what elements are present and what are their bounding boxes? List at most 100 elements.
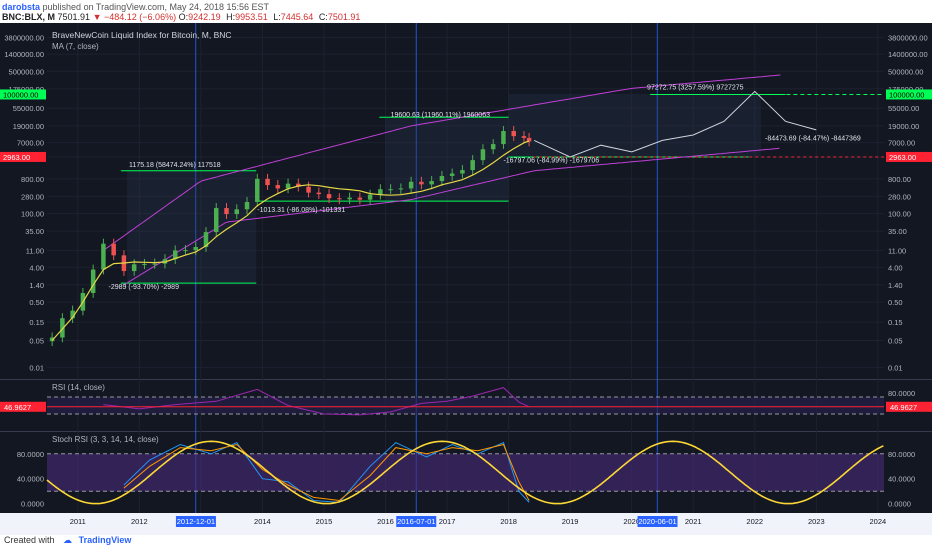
symbol-header: BNC:BLX, M 7501.91 ▼ −484.12 (−6.06%) O:… xyxy=(2,12,363,22)
price-change: −484.12 (−6.06%) xyxy=(104,12,177,22)
rsi-value-label: 46.9627 xyxy=(890,403,917,412)
time-tick-label: 2023 xyxy=(808,517,825,526)
price-tick-label-right: 4.00 xyxy=(888,263,903,272)
price-tick-label-left: 7000.00 xyxy=(17,139,44,148)
rsi-title: RSI (14, close) xyxy=(52,383,105,392)
time-tick-label: 2017 xyxy=(439,517,456,526)
candle-body xyxy=(337,198,342,200)
stoch-tick-label-left: 0.0000 xyxy=(21,500,44,509)
measure-box xyxy=(385,118,509,202)
candle-body xyxy=(142,263,147,265)
price-tick-label-left: 0.50 xyxy=(29,298,44,307)
date-marker-badge xyxy=(637,516,678,527)
price-badge xyxy=(886,151,932,162)
rsi-band-fill xyxy=(47,397,884,414)
candle-body xyxy=(234,209,240,215)
time-tick-label: 2012-12-01 xyxy=(177,517,215,526)
measure-label: -1013.31 (-86.08%) -101331 xyxy=(257,207,345,214)
candle-body xyxy=(511,131,516,137)
projection-line xyxy=(533,90,817,158)
price-tick-label-left: 175000.00 xyxy=(9,85,44,94)
measure-label: 97272.75 (3257.59%) 9727275 xyxy=(647,84,744,91)
price-tick-label-right: 0.01 xyxy=(888,363,903,372)
high-key: H: xyxy=(226,12,236,22)
candle-body xyxy=(244,201,250,210)
candle-body xyxy=(408,181,414,189)
price-tick-label-right: 1400000.00 xyxy=(888,50,928,59)
candle-body xyxy=(490,144,496,150)
candle-body xyxy=(70,310,75,319)
candle-body xyxy=(398,188,404,190)
price-tick-label-right: 280.00 xyxy=(888,192,911,201)
candle-body xyxy=(224,208,229,215)
high-value: 9953.51 xyxy=(235,12,268,22)
measure-label: 19600.63 (11960.11%) 1960063 xyxy=(391,112,490,119)
price-tick-label-left: 280.00 xyxy=(21,192,44,201)
candle-body xyxy=(285,183,291,189)
price-badge xyxy=(886,89,932,100)
candle-body xyxy=(480,149,486,161)
ma-indicator-label: MA (7, close) xyxy=(52,42,99,51)
ma-line xyxy=(51,140,530,341)
price-tick-label-right: 0.05 xyxy=(888,337,903,346)
chart-canvas[interactable]: 3800000.00 3800000.00 1400000.00 1400000.00… xyxy=(0,23,932,535)
price-tick-label-right: 0.15 xyxy=(888,318,903,327)
price-tick-label-left: 4.00 xyxy=(29,263,44,272)
channel-upper-line xyxy=(103,74,781,251)
candle-body xyxy=(347,197,352,200)
tradingview-logo[interactable]: TradingView xyxy=(78,535,132,545)
time-tick-label: 2016-07-01 xyxy=(397,517,435,526)
candle-body xyxy=(152,263,157,265)
price-tick-label-right: 19000.00 xyxy=(888,122,919,131)
price-tick-label-left: 0.01 xyxy=(29,363,44,372)
price-tick-label-left: 55000.00 xyxy=(13,104,44,113)
symbol-label: BNC:BLX, M xyxy=(2,12,55,22)
time-tick-label: 2016 xyxy=(377,517,394,526)
measure-label: 1175.18 (58474.24%) 117518 xyxy=(129,162,221,169)
time-tick-label: 2019 xyxy=(562,517,579,526)
candle-body xyxy=(101,243,106,270)
close-value: 7501.91 xyxy=(327,12,361,22)
candle-body xyxy=(265,178,270,186)
created-with-text: Created with xyxy=(4,535,55,545)
stoch-line xyxy=(123,443,530,502)
candle-body xyxy=(521,136,527,138)
candle-body xyxy=(49,337,55,342)
candle-body xyxy=(316,192,322,195)
candle-body xyxy=(306,186,311,193)
time-tick-label: 2020-06-01 xyxy=(638,517,676,526)
candle-body xyxy=(470,160,475,171)
candle-body xyxy=(460,170,465,174)
open-key: O: xyxy=(178,12,189,22)
measure-label: -2989 (-93.70%) -2989 xyxy=(109,284,180,291)
candle-body xyxy=(131,264,137,272)
measure-box xyxy=(127,170,257,284)
close-key: C: xyxy=(318,12,328,22)
time-tick-label: 2024 xyxy=(870,517,887,526)
candle-body xyxy=(275,185,281,189)
date-marker-badge xyxy=(175,516,216,527)
publish-info: published on TradingView.com, May 24, 20… xyxy=(42,2,270,12)
last-price: 7501.91 xyxy=(57,12,91,22)
price-tick-label-right: 500000.00 xyxy=(888,67,923,76)
candle-body xyxy=(526,137,532,142)
rsi-tick-label: 80.0000 xyxy=(888,389,915,398)
price-tick-label-left: 800.00 xyxy=(21,175,44,184)
price-badge-label: 2963.00 xyxy=(3,153,30,162)
author-link[interactable]: darobsta xyxy=(2,2,41,12)
price-tick-label-left: 35.00 xyxy=(25,227,44,236)
price-tick-label-left: 0.15 xyxy=(29,318,44,327)
rsi-line xyxy=(103,387,530,416)
candle-body xyxy=(111,243,116,256)
measure-label: -84473.69 (-84.47%) -8447369 xyxy=(765,135,861,142)
stoch-tick-label-left: 40.0000 xyxy=(17,475,44,484)
price-tick-label-left: 19000.00 xyxy=(13,122,44,131)
stoch-tick-label-left: 80.0000 xyxy=(17,450,44,459)
rsi-value-label: 46.9627 xyxy=(4,403,31,412)
low-key: L: xyxy=(273,12,281,22)
price-tick-label-left: 3800000.00 xyxy=(4,33,44,42)
candle-body xyxy=(60,318,65,338)
price-tick-label-right: 800.00 xyxy=(888,175,911,184)
candle-body xyxy=(378,189,383,195)
publish-header: darobsta published on TradingView.com, M… xyxy=(2,2,269,12)
